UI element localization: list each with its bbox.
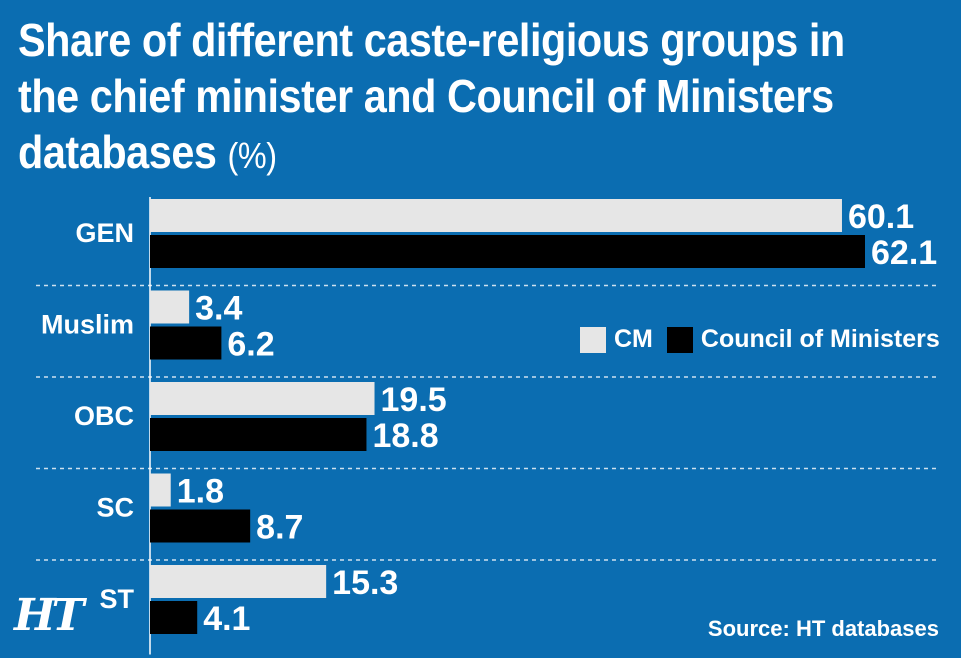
data-label-st-cm: 15.3 bbox=[332, 564, 398, 602]
bar-gen-cm bbox=[150, 199, 842, 232]
bar-st-cm bbox=[150, 565, 327, 598]
data-label-gen-council: 62.1 bbox=[871, 234, 937, 272]
title-text: Share of different caste-religious group… bbox=[18, 14, 845, 178]
bar-obc-cm bbox=[150, 382, 375, 415]
category-label-obc: OBC bbox=[74, 401, 134, 431]
legend-swatch-cm bbox=[580, 326, 606, 353]
data-label-st-council: 4.1 bbox=[203, 600, 250, 638]
data-label-gen-cm: 60.1 bbox=[848, 198, 914, 236]
data-label-sc-cm: 1.8 bbox=[177, 473, 224, 511]
bar-gen-council bbox=[150, 235, 865, 268]
bar-muslim-cm bbox=[150, 290, 190, 324]
bar-muslim-council bbox=[150, 326, 222, 360]
category-label-st: ST bbox=[99, 584, 134, 614]
bar-obc-council bbox=[150, 418, 367, 451]
category-label-sc: SC bbox=[96, 493, 134, 523]
data-label-obc-council: 18.8 bbox=[372, 417, 438, 455]
legend-label-cm: CM bbox=[614, 325, 653, 353]
bar-sc-cm bbox=[150, 473, 171, 507]
legend: CM Council of Ministers bbox=[580, 325, 954, 354]
title-unit: (%) bbox=[227, 135, 277, 176]
bar-sc-council bbox=[150, 509, 251, 543]
bar-st-council bbox=[150, 601, 198, 634]
legend-item-council: Council of Ministers bbox=[666, 325, 940, 354]
legend-label-council: Council of Ministers bbox=[700, 325, 940, 353]
data-label-muslim-council: 6.2 bbox=[227, 326, 274, 364]
data-label-obc-cm: 19.5 bbox=[381, 381, 447, 419]
chart-title: Share of different caste-religious group… bbox=[18, 12, 846, 184]
ht-logo: HT bbox=[14, 590, 84, 641]
category-label-gen: GEN bbox=[75, 218, 134, 248]
category-label-muslim: Muslim bbox=[41, 310, 134, 340]
data-label-muslim-cm: 3.4 bbox=[195, 290, 242, 328]
legend-item-cm: CM bbox=[580, 325, 653, 354]
data-label-sc-council: 8.7 bbox=[256, 509, 303, 547]
source-note: Source: HT databases bbox=[707, 616, 939, 641]
legend-swatch-council bbox=[666, 326, 693, 353]
